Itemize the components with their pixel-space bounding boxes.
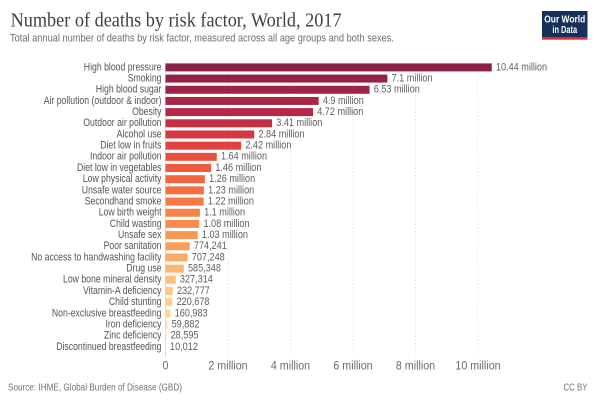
svg-text:707,248: 707,248 [192, 251, 225, 263]
svg-text:High blood pressure: High blood pressure [84, 61, 162, 73]
svg-text:0: 0 [163, 361, 169, 373]
svg-text:2 million: 2 million [208, 361, 247, 373]
svg-text:4 million: 4 million [271, 361, 310, 373]
svg-text:Poor sanitation: Poor sanitation [104, 240, 162, 252]
svg-text:Child wasting: Child wasting [110, 218, 162, 230]
svg-text:Smoking: Smoking [128, 72, 162, 84]
svg-text:232,777: 232,777 [177, 285, 210, 297]
svg-text:in Data: in Data [552, 25, 577, 36]
svg-text:59,882: 59,882 [172, 318, 200, 330]
svg-text:High blood sugar: High blood sugar [96, 84, 162, 96]
svg-text:6.53 million: 6.53 million [374, 84, 420, 96]
svg-text:4.9 million: 4.9 million [323, 95, 364, 107]
svg-text:8 million: 8 million [396, 361, 435, 373]
svg-text:Our World: Our World [544, 15, 585, 26]
svg-text:Unsafe sex: Unsafe sex [118, 229, 162, 241]
svg-text:Total annual number of deaths: Total annual number of deaths by risk fa… [10, 32, 394, 44]
svg-text:Low birth weight: Low birth weight [99, 207, 162, 219]
svg-text:Child stunting: Child stunting [109, 296, 162, 308]
svg-text:4.72 million: 4.72 million [317, 106, 363, 118]
svg-text:10,012: 10,012 [170, 341, 198, 353]
svg-text:No access to handwashing facil: No access to handwashing facility [31, 251, 162, 263]
svg-text:6 million: 6 million [333, 361, 372, 373]
svg-text:Discontinued breastfeeding: Discontinued breastfeeding [56, 341, 161, 353]
svg-text:Unsafe water source: Unsafe water source [82, 184, 162, 196]
svg-text:585,348: 585,348 [188, 263, 221, 275]
svg-text:28,595: 28,595 [171, 330, 199, 342]
svg-text:Obesity: Obesity [132, 106, 162, 118]
svg-text:Air pollution (outdoor & indoo: Air pollution (outdoor & indoor) [44, 95, 162, 107]
svg-text:1.03 million: 1.03 million [202, 229, 248, 241]
svg-text:774,241: 774,241 [194, 240, 227, 252]
svg-text:Number of deaths by risk facto: Number of deaths by risk factor, World, … [11, 9, 342, 31]
svg-text:160,983: 160,983 [175, 307, 208, 319]
svg-text:2.84 million: 2.84 million [258, 128, 304, 140]
svg-text:3.41 million: 3.41 million [276, 117, 322, 129]
svg-text:220,678: 220,678 [177, 296, 210, 308]
svg-text:327,314: 327,314 [180, 274, 213, 286]
svg-text:Non-exclusive breastfeeding: Non-exclusive breastfeeding [52, 307, 162, 319]
svg-text:Vitamin-A deficiency: Vitamin-A deficiency [83, 285, 162, 297]
svg-text:10.44 million: 10.44 million [496, 61, 547, 73]
svg-text:Low physical activity: Low physical activity [83, 173, 162, 185]
svg-text:1.22 million: 1.22 million [208, 195, 254, 207]
svg-text:1.08 million: 1.08 million [203, 218, 249, 230]
svg-text:Drug use: Drug use [126, 263, 161, 275]
svg-text:1.23 million: 1.23 million [208, 184, 254, 196]
svg-text:Outdoor air pollution: Outdoor air pollution [83, 117, 161, 129]
svg-text:Iron deficiency: Iron deficiency [106, 318, 163, 330]
svg-text:2.42 million: 2.42 million [245, 140, 291, 152]
svg-text:Indoor air pollution: Indoor air pollution [90, 151, 162, 163]
svg-text:Alcohol use: Alcohol use [117, 128, 162, 140]
svg-text:1.46 million: 1.46 million [215, 162, 261, 174]
svg-text:Secondhand smoke: Secondhand smoke [85, 195, 162, 207]
svg-text:1.26 million: 1.26 million [209, 173, 255, 185]
svg-text:1.64 million: 1.64 million [221, 151, 267, 163]
svg-text:10 million: 10 million [455, 361, 500, 373]
svg-text:Source: IHME, Global Burden of: Source: IHME, Global Burden of Disease (… [8, 383, 182, 394]
svg-text:Low bone mineral density: Low bone mineral density [63, 274, 162, 286]
svg-text:Diet low in fruits: Diet low in fruits [100, 140, 161, 152]
svg-text:Diet low in vegetables: Diet low in vegetables [77, 162, 162, 174]
svg-text:1.1 million: 1.1 million [204, 207, 245, 219]
svg-text:7.1 million: 7.1 million [392, 72, 433, 84]
svg-text:CC BY: CC BY [564, 383, 588, 394]
svg-text:Zinc deficiency: Zinc deficiency [104, 330, 162, 342]
